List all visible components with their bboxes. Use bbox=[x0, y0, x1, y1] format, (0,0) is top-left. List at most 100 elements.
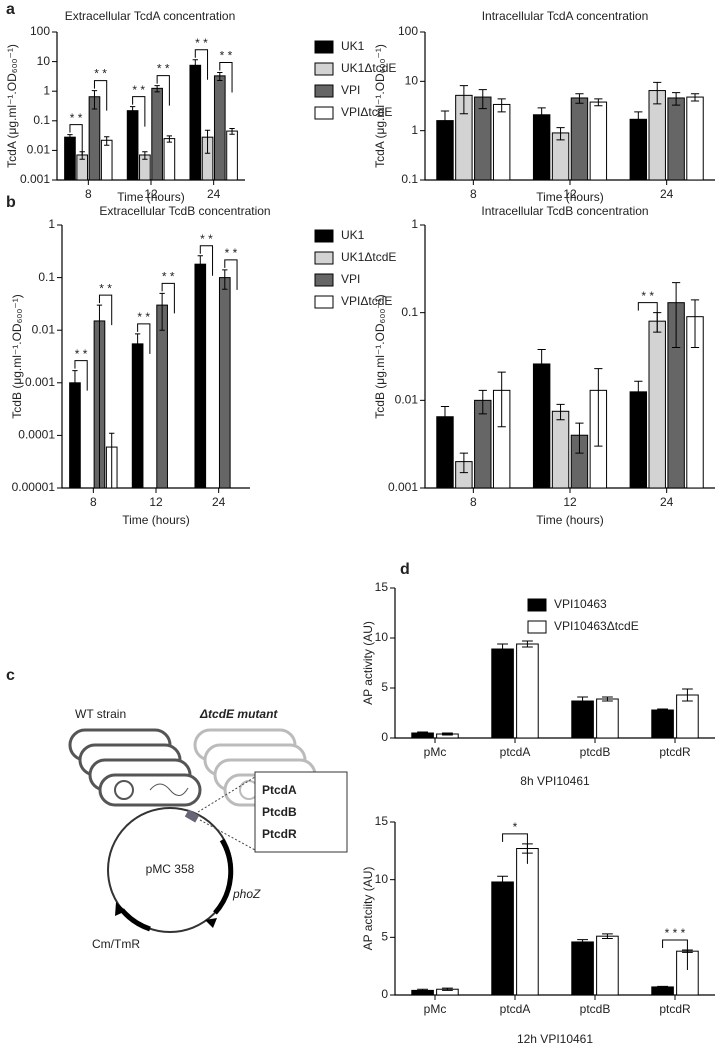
wt-cells bbox=[68, 728, 202, 807]
y-tick-label: 0.1 bbox=[33, 113, 50, 127]
panel-label: c bbox=[6, 667, 15, 684]
axis bbox=[424, 225, 715, 489]
y-tick-label: 0.001 bbox=[388, 480, 418, 494]
significance-label: * * bbox=[220, 49, 233, 63]
legend-label: UK1ΔtcdE bbox=[341, 250, 396, 264]
panel-label: d bbox=[400, 561, 410, 578]
x-tick-label: ptcdB bbox=[580, 1002, 611, 1016]
legend-label: VPIΔtcdE bbox=[341, 294, 392, 308]
x-tick-label: 8 bbox=[470, 495, 477, 509]
bar bbox=[596, 935, 619, 996]
error-bar bbox=[459, 85, 468, 115]
error-bar bbox=[657, 985, 668, 989]
significance-label: * * bbox=[200, 232, 213, 246]
error-bar bbox=[594, 98, 603, 107]
y-tick-label: 1 bbox=[411, 123, 418, 137]
legend-label: VPIΔtcdE bbox=[341, 105, 392, 119]
legend-swatch bbox=[314, 40, 334, 54]
promoter-box bbox=[254, 771, 348, 853]
error-bar bbox=[575, 422, 584, 454]
marker-label: Cm/TmR bbox=[92, 937, 140, 951]
y-tick-label: 0.0001 bbox=[18, 428, 55, 442]
bar bbox=[194, 263, 207, 489]
x-tick-label: ptcdB bbox=[580, 745, 611, 759]
significance-label: * * bbox=[99, 281, 112, 295]
significance-bracket bbox=[137, 323, 151, 354]
axis bbox=[61, 225, 250, 489]
bar bbox=[474, 96, 492, 181]
x-tick-label: 12 bbox=[563, 495, 577, 509]
x-tick-label: ptcdA bbox=[500, 1002, 531, 1016]
error-bar bbox=[440, 406, 450, 432]
bar bbox=[226, 130, 238, 181]
bar bbox=[571, 700, 594, 739]
y-tick-label: 10 bbox=[37, 54, 51, 68]
axis bbox=[56, 32, 245, 181]
promoter: PtcdR bbox=[262, 827, 297, 841]
significance-bracket bbox=[132, 96, 146, 127]
error-bar bbox=[594, 368, 603, 447]
legend-label: UK1 bbox=[341, 228, 365, 242]
error-bar bbox=[109, 432, 115, 489]
significance-bracket bbox=[69, 124, 83, 155]
error-bar bbox=[72, 370, 78, 411]
x-tick-label: pMc bbox=[424, 745, 447, 759]
legend-swatch bbox=[314, 106, 334, 120]
chart-title: Intracellular TcdB concentration bbox=[481, 204, 648, 218]
bar bbox=[667, 97, 685, 181]
legend-label: UK1ΔtcdE bbox=[341, 61, 396, 75]
error-bar bbox=[522, 640, 533, 648]
error-bar bbox=[497, 371, 506, 428]
significance-bracket bbox=[219, 61, 233, 93]
y-axis-label: AP activity (AU) bbox=[361, 621, 375, 705]
promoter-site bbox=[184, 809, 200, 823]
error-bar bbox=[192, 59, 198, 76]
error-bar bbox=[67, 134, 73, 141]
legend-label: UK1 bbox=[341, 39, 365, 53]
x-tick-label: 12 bbox=[144, 187, 158, 201]
error-bar bbox=[575, 93, 584, 104]
x-axis-label: Time (hours) bbox=[117, 190, 185, 204]
y-tick-label: 0.00001 bbox=[12, 480, 56, 494]
x-tick-label: ptcdA bbox=[500, 745, 531, 759]
bar bbox=[218, 277, 231, 489]
error-bar bbox=[229, 127, 235, 135]
error-bar bbox=[577, 939, 588, 945]
error-bar bbox=[537, 107, 546, 126]
y-tick-label: 5 bbox=[381, 680, 388, 694]
bar bbox=[516, 643, 539, 739]
error-bar bbox=[690, 299, 700, 349]
x-tick-label: 12 bbox=[563, 187, 577, 201]
bar bbox=[551, 410, 570, 489]
y-tick-label: 0.001 bbox=[20, 172, 50, 186]
error-bar bbox=[129, 106, 136, 117]
x-tick-label: ptcdR bbox=[659, 745, 691, 759]
error-bar bbox=[459, 452, 468, 474]
error-bar bbox=[653, 81, 662, 105]
bar bbox=[651, 709, 674, 739]
chart: 8h VPI10461 AP activity (AU) 0 5 10 15 pMc ptcd… bbox=[361, 580, 715, 788]
y-tick-label: 0.001 bbox=[25, 375, 55, 389]
chart: Intracellular TcdA concentration Time (ho… bbox=[373, 9, 715, 204]
error-bar bbox=[417, 988, 428, 993]
significance-bracket bbox=[98, 294, 113, 326]
chart: 12h VPI10461 AP actciity (AU) 0 5 10 15 pMc ptc… bbox=[361, 814, 715, 1046]
error-bar bbox=[690, 93, 700, 102]
chart: Intracellular TcdB concentration Time (ho… bbox=[373, 204, 715, 527]
x-axis-label: Time (hours) bbox=[536, 513, 604, 527]
error-bar bbox=[682, 688, 693, 702]
promoter: PtcdB bbox=[262, 805, 297, 819]
gene-label: phoZ bbox=[232, 887, 261, 901]
error-bar bbox=[497, 643, 508, 655]
error-bar bbox=[222, 269, 228, 290]
significance-label: * * bbox=[641, 289, 654, 303]
x-tick-label: pMc bbox=[424, 1002, 447, 1016]
y-tick-label: 1 bbox=[48, 217, 55, 231]
y-tick-label: 0 bbox=[381, 730, 388, 744]
significance-label: * * bbox=[225, 246, 238, 260]
mutant-label: ΔtcdE mutant bbox=[199, 707, 278, 721]
y-tick-label: 0.01 bbox=[395, 393, 419, 407]
x-tick-label: 24 bbox=[660, 495, 674, 509]
chart: Extracellular TcdA concentration Time (ho… bbox=[5, 9, 396, 204]
significance-label: * * bbox=[132, 83, 145, 97]
